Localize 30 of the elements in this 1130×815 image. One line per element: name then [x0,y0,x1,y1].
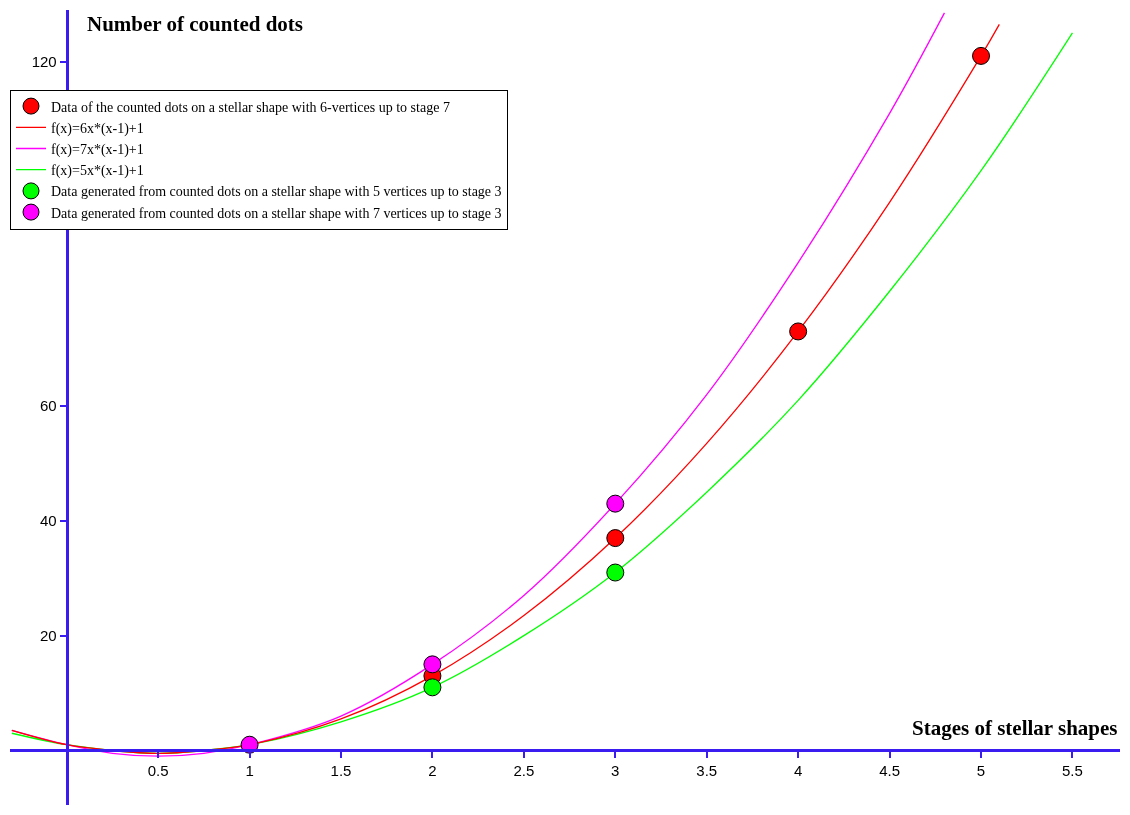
y-axis-title: Number of counted dots [87,12,304,36]
y-tick-label: 20 [40,626,57,644]
point [423,655,442,674]
x-tick-label: 5 [976,762,986,780]
point [606,563,625,582]
x-tick-label: 1 [245,762,254,780]
y-tick-label: 120 [31,52,57,70]
point [423,678,442,697]
x-tick-label: 4.5 [879,762,901,780]
x-tick-label: 4 [793,762,803,780]
legend-label: f(x)=6x*(x-1)+1 [51,120,144,137]
x-tick-label: 2.5 [513,762,535,780]
y-tick-label: 40 [40,512,57,530]
x-tick-label: 2 [428,762,437,780]
legend-label: f(x)=5x*(x-1)+1 [51,163,144,180]
point [606,529,625,548]
x-tick-label: 1.5 [330,762,352,780]
legend-label: Data of the counted dots on a stellar shape with 6-vertices up to stage 7 [51,99,450,115]
y-tick-label: 60 [40,397,57,415]
point [972,46,991,65]
legend-label: Data generated from counted dots on a stellar shape with 5 vertices up to stage 3 [51,184,502,200]
legend-label: Data generated from counted dots on a stellar shape with 7 vertices up to stage 3 [51,205,502,221]
point [606,494,625,513]
x-tick-label: 0.5 [147,762,169,780]
x-tick-label: 3 [611,762,620,780]
point [789,322,808,341]
x-tick-label: 3.5 [696,762,718,780]
x-axis-title: Stages of stellar shapes [912,716,1118,740]
x-tick-label: 5.5 [1062,762,1083,780]
legend-label: f(x)=7x*(x-1)+1 [51,141,144,158]
